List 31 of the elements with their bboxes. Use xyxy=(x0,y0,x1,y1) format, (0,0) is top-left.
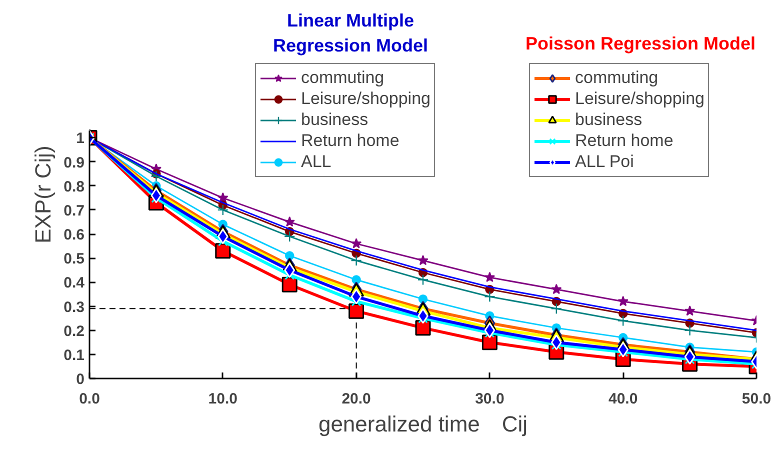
text: Poisson Regression Model xyxy=(525,34,756,54)
y-tick-label: 1 xyxy=(76,130,84,148)
y-tick-label: 0.4 xyxy=(64,274,86,292)
legend-label: Leisure/shopping xyxy=(575,89,704,109)
legend-label: commuting xyxy=(301,68,384,88)
legend-label: business xyxy=(575,110,642,130)
y-tick-label: 0.5 xyxy=(64,250,85,268)
y-tick-label: 0 xyxy=(76,371,84,388)
y-tick-label: 0.2 xyxy=(64,322,85,340)
legend-label: ALL xyxy=(301,152,332,172)
x-axis-title: generalized time Cij xyxy=(318,412,528,436)
legend-label: business xyxy=(301,110,368,130)
legend-label: Leisure/shopping xyxy=(301,89,430,109)
y-axis-title: EXP(r Cij) xyxy=(30,146,56,244)
x-tick-label: 20.0 xyxy=(342,390,371,408)
x-tick-label: 0.0 xyxy=(79,390,100,408)
y-tick-label: 0.9 xyxy=(64,154,85,172)
legend-label: commuting xyxy=(575,68,658,88)
x-tick-label: 50.0 xyxy=(742,390,772,408)
x-tick-label: 10.0 xyxy=(208,390,238,408)
y-tick-label: 0.3 xyxy=(64,298,85,316)
y-tick-label: 0.6 xyxy=(64,226,85,244)
text: Linear Multiple Regression Model xyxy=(272,10,428,56)
y-tick-label: 0.1 xyxy=(64,346,85,364)
legend-label: ALL Poi xyxy=(575,152,634,172)
x-tick-label: 40.0 xyxy=(608,390,638,408)
y-tick-label: 0.8 xyxy=(64,178,85,196)
legend-label: Return home xyxy=(575,131,674,151)
x-tick-label: 30.0 xyxy=(475,390,504,408)
y-tick-label: 0.7 xyxy=(64,202,85,220)
legend-label: Return home xyxy=(301,131,400,151)
